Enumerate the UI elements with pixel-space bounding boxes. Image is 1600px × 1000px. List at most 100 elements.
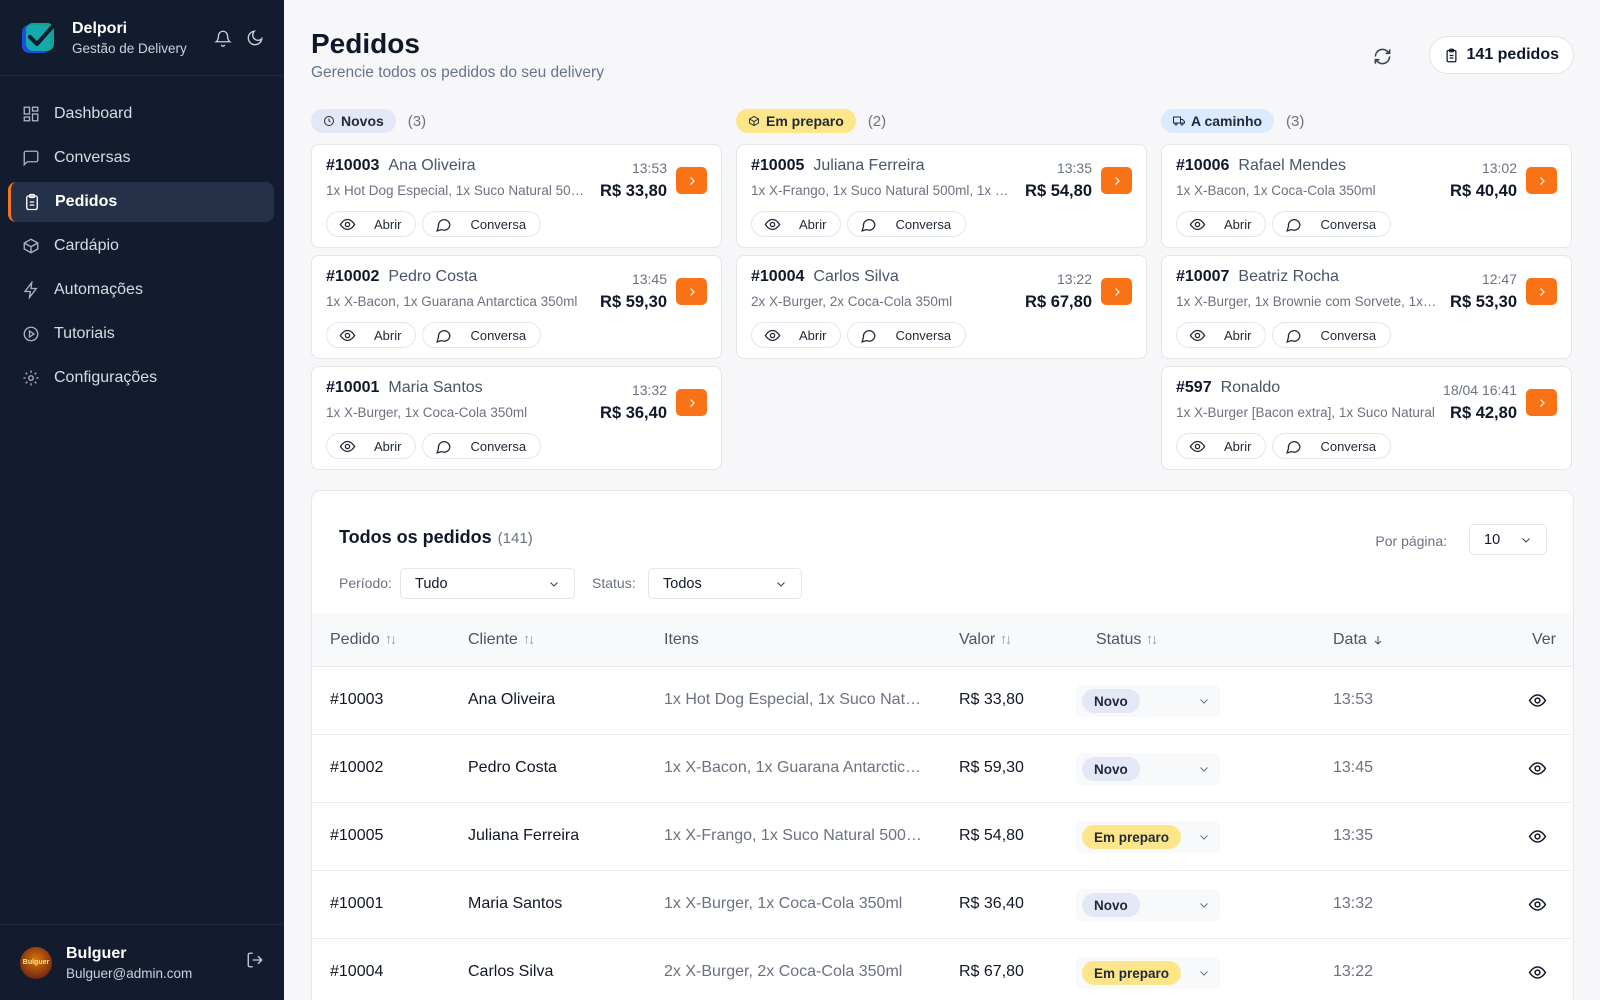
advance-order-button[interactable] xyxy=(1526,278,1557,305)
order-items: 1x Hot Dog Especial, 1x Suco Natural 500… xyxy=(326,183,588,198)
column-header-valor[interactable]: Valor xyxy=(959,631,1012,649)
open-order-button[interactable]: Abrir xyxy=(326,322,417,348)
sidebar-item-automacoes[interactable]: Automações xyxy=(8,270,274,310)
column-header-cliente[interactable]: Cliente xyxy=(468,631,535,649)
open-chat-button[interactable]: Conversa xyxy=(422,322,542,348)
table-row[interactable]: #10002 Pedro Costa 1x X-Bacon, 1x Guaran… xyxy=(312,735,1573,803)
status-badge: Novo xyxy=(1082,893,1140,917)
order-number: #10004 xyxy=(751,268,805,285)
order-items: 1x X-Burger, 1x Coca-Cola 350ml xyxy=(326,405,528,420)
sidebar-item-conversas[interactable]: Conversas xyxy=(8,138,274,178)
chevron-down-icon xyxy=(777,581,785,587)
open-chat-button[interactable]: Conversa xyxy=(847,211,967,237)
open-chat-button[interactable]: Conversa xyxy=(1272,433,1392,459)
sidebar-item-label: Cardápio xyxy=(54,237,119,254)
status-select[interactable]: Novo xyxy=(1076,753,1220,785)
avatar-logo-text: Bulguer xyxy=(22,959,50,966)
period-select[interactable]: Tudo xyxy=(400,568,575,599)
open-order-button[interactable]: Abrir xyxy=(326,433,417,459)
advance-order-button[interactable] xyxy=(676,167,707,194)
logout-icon xyxy=(247,952,263,968)
order-card[interactable]: #10001 Maria Santos 13:32 1x X-Burger, 1x… xyxy=(311,366,722,470)
open-chat-button[interactable]: Conversa xyxy=(1272,211,1392,237)
open-chat-button[interactable]: Conversa xyxy=(847,322,967,348)
status-select[interactable]: Novo xyxy=(1076,685,1220,717)
order-card[interactable]: #10006 Rafael Mendes 13:02 1x X-Bacon, 1x… xyxy=(1161,144,1572,248)
sidebar-item-pedidos[interactable]: Pedidos xyxy=(8,182,274,222)
chat-bubble-icon xyxy=(436,440,451,454)
view-order-button[interactable] xyxy=(1528,691,1547,715)
view-order-button[interactable] xyxy=(1528,895,1547,919)
table-row[interactable]: #10004 Carlos Silva 2x X-Burger, 2x Coca… xyxy=(312,939,1573,1000)
moon-icon[interactable] xyxy=(246,29,264,47)
logout-button[interactable] xyxy=(246,951,264,974)
table-row[interactable]: #10001 Maria Santos 1x X-Burger, 1x Coca… xyxy=(312,871,1573,939)
order-card[interactable]: #10002 Pedro Costa 13:45 1x X-Bacon, 1x G… xyxy=(311,255,722,359)
open-chat-button[interactable]: Conversa xyxy=(422,433,542,459)
open-order-button[interactable]: Abrir xyxy=(326,211,417,237)
open-order-button[interactable]: Abrir xyxy=(1176,211,1267,237)
kanban-column-novos: Novos (3) #10003 Ana Oliveira 13:53 1x Ho… xyxy=(311,96,722,472)
sidebar-item-cardapio[interactable]: Cardápio xyxy=(8,226,274,266)
column-header-data[interactable]: Data xyxy=(1333,631,1384,649)
order-price: R$ 53,30 xyxy=(1450,293,1517,311)
order-client: Rafael Mendes xyxy=(1238,157,1347,174)
chevron-right-icon xyxy=(689,287,695,296)
table-row[interactable]: #10005 Juliana Ferreira 1x X-Frango, 1x … xyxy=(312,803,1573,871)
column-count: (2) xyxy=(867,112,887,130)
order-items: 1x X-Burger, 1x Brownie com Sorvete, 1x … xyxy=(1176,294,1438,309)
chevron-down-icon xyxy=(1200,835,1208,840)
order-card[interactable]: #10003 Ana Oliveira 13:53 1x Hot Dog Espe… xyxy=(311,144,722,248)
status-select[interactable]: Novo xyxy=(1076,889,1220,921)
chevron-down-icon xyxy=(1200,903,1208,908)
sidebar-item-dashboard[interactable]: Dashboard xyxy=(8,94,274,134)
view-order-button[interactable] xyxy=(1528,759,1547,783)
order-time: 13:35 xyxy=(1056,160,1092,176)
advance-order-button[interactable] xyxy=(1526,167,1557,194)
view-order-button[interactable] xyxy=(1528,827,1547,851)
delpori-logo-icon xyxy=(22,22,56,53)
advance-order-button[interactable] xyxy=(676,278,707,305)
order-number: #10001 xyxy=(326,379,380,396)
open-order-button[interactable]: Abrir xyxy=(1176,433,1267,459)
open-order-button[interactable]: Abrir xyxy=(751,211,842,237)
order-time: 13:22 xyxy=(1056,271,1092,287)
open-chat-button[interactable]: Conversa xyxy=(1272,322,1392,348)
chat-bubble-icon xyxy=(861,329,876,343)
column-header-itens: Itens xyxy=(664,631,699,648)
order-client: Ana Oliveira xyxy=(388,157,476,174)
table-row[interactable]: #10003 Ana Oliveira 1x Hot Dog Especial,… xyxy=(312,667,1573,735)
advance-order-button[interactable] xyxy=(1526,389,1557,416)
chat-bubble-icon xyxy=(1286,329,1301,343)
status-select[interactable]: Em preparo xyxy=(1076,957,1220,989)
package-icon xyxy=(749,115,759,127)
refresh-button[interactable] xyxy=(1368,42,1396,70)
status-filter-select[interactable]: Todos xyxy=(648,568,802,599)
open-order-button[interactable]: Abrir xyxy=(1176,322,1267,348)
order-card[interactable]: #10004 Carlos Silva 13:22 2x X-Burger, 2x… xyxy=(736,255,1147,359)
sidebar-item-tutoriais[interactable]: Tutoriais xyxy=(8,314,274,354)
brand-subtitle: Gestão de Delivery xyxy=(72,40,187,56)
open-order-button[interactable]: Abrir xyxy=(751,322,842,348)
status-select[interactable]: Em preparo xyxy=(1076,821,1220,853)
advance-order-button[interactable] xyxy=(676,389,707,416)
order-card[interactable]: #10005 Juliana Ferreira 13:35 1x X-Frango… xyxy=(736,144,1147,248)
open-chat-button[interactable]: Conversa xyxy=(422,211,542,237)
order-items: 1x X-Bacon, 1x Coca-Cola 350ml xyxy=(1176,183,1376,198)
advance-order-button[interactable] xyxy=(1101,278,1132,305)
bell-icon[interactable] xyxy=(214,29,232,47)
column-header-pedido[interactable]: Pedido xyxy=(330,631,397,649)
sidebar-item-configuracoes[interactable]: Configurações xyxy=(8,358,274,398)
advance-order-button[interactable] xyxy=(1101,167,1132,194)
column-header-status[interactable]: Status xyxy=(1096,631,1158,649)
status-badge: Em preparo xyxy=(1082,961,1182,985)
orders-table-panel: Todos os pedidos (141) Por página: 10 Per… xyxy=(311,490,1574,1000)
order-card[interactable]: #10007 Beatriz Rocha 12:47 1x X-Burger, 1… xyxy=(1161,255,1572,359)
column-count: (3) xyxy=(407,112,427,130)
per-page-select[interactable]: 10 xyxy=(1469,524,1547,555)
chevron-right-icon xyxy=(1539,176,1545,185)
sidebar: Delpori Gestão de Delivery Dashboard Con… xyxy=(0,0,284,1000)
order-time: 12:47 xyxy=(1481,271,1517,287)
view-order-button[interactable] xyxy=(1528,963,1547,987)
order-card[interactable]: #597 Ronaldo 18/04 16:41 1x X-Burger [Bac… xyxy=(1161,366,1572,470)
